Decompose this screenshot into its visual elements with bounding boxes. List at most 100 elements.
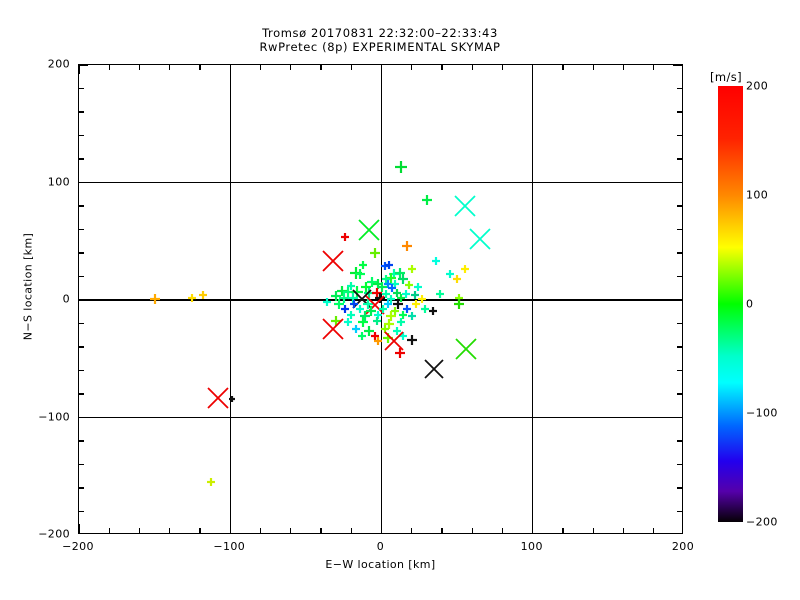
x-major-tick bbox=[532, 524, 534, 533]
data-point-plus bbox=[322, 297, 332, 307]
y-minor-tick bbox=[79, 87, 84, 90]
data-point-cross bbox=[424, 359, 445, 379]
data-point-plus bbox=[410, 290, 420, 300]
data-point-plus bbox=[228, 395, 236, 403]
y-minor-tick-right bbox=[677, 252, 682, 254]
data-point-plus bbox=[363, 325, 375, 337]
data-point-plus bbox=[346, 281, 356, 291]
data-point-cross bbox=[322, 318, 344, 341]
y-major-tick-right bbox=[673, 65, 682, 66]
y-minor-tick-right bbox=[677, 510, 682, 513]
y-minor-tick bbox=[79, 252, 84, 254]
data-point-cross bbox=[358, 218, 381, 241]
x-minor-tick-top bbox=[592, 65, 594, 70]
x-minor-tick bbox=[290, 528, 292, 533]
data-point-plus bbox=[396, 317, 406, 327]
data-point-cross bbox=[455, 338, 477, 360]
data-point-plus bbox=[347, 292, 359, 304]
y-minor-tick bbox=[79, 440, 84, 442]
data-point-plus bbox=[452, 274, 462, 284]
y-major-tick bbox=[79, 416, 88, 419]
y-major-tick bbox=[79, 299, 88, 301]
y-minor-tick-right bbox=[677, 134, 682, 137]
y-major-tick bbox=[79, 65, 88, 66]
y-minor-tick-right bbox=[677, 440, 682, 442]
data-point-plus bbox=[373, 310, 383, 320]
title-line-2: RwPretec (8p) EXPERIMENTAL SKYMAP bbox=[259, 40, 501, 54]
data-point-plus bbox=[354, 268, 366, 280]
data-point-plus bbox=[383, 318, 395, 330]
data-point-plus bbox=[187, 293, 197, 303]
data-point-plus bbox=[381, 274, 391, 284]
x-major-tick-top bbox=[229, 65, 231, 74]
colorbar-tick-label: 100 bbox=[746, 188, 769, 202]
x-minor-tick-top bbox=[169, 65, 171, 70]
x-major-tick bbox=[79, 524, 80, 533]
y-major-tick-right bbox=[673, 299, 682, 301]
y-minor-tick-right bbox=[677, 346, 682, 348]
data-point-plus bbox=[394, 267, 406, 279]
y-minor-tick bbox=[79, 346, 84, 348]
y-minor-tick bbox=[79, 463, 84, 466]
x-minor-tick bbox=[259, 528, 262, 533]
y-tick-label: 100 bbox=[47, 175, 70, 188]
data-point-plus bbox=[357, 316, 369, 328]
data-point-plus bbox=[350, 285, 364, 299]
x-major-tick-top bbox=[380, 65, 383, 74]
y-minor-tick bbox=[79, 510, 84, 513]
data-point-plus bbox=[383, 279, 393, 289]
data-point-cross bbox=[383, 331, 404, 351]
data-point-plus bbox=[398, 310, 408, 320]
y-minor-tick-right bbox=[677, 393, 682, 395]
x-minor-tick-top bbox=[138, 65, 141, 70]
y-major-tick-right bbox=[673, 181, 682, 184]
colorbar-tick-label: 0 bbox=[746, 297, 754, 311]
data-point-plus bbox=[333, 298, 345, 310]
x-tick-label: 100 bbox=[520, 540, 543, 553]
y-minor-tick-right bbox=[677, 87, 682, 90]
y-minor-tick bbox=[79, 322, 84, 325]
data-point-plus bbox=[336, 285, 348, 297]
data-point-plus bbox=[380, 261, 390, 271]
data-point-plus bbox=[365, 305, 377, 317]
data-point-plus bbox=[396, 293, 406, 303]
data-point-plus bbox=[435, 289, 445, 299]
y-tick-label: 200 bbox=[47, 57, 70, 71]
y-minor-tick bbox=[79, 275, 84, 278]
x-minor-tick bbox=[320, 528, 322, 533]
x-minor-tick bbox=[471, 528, 473, 533]
data-point-plus bbox=[378, 304, 388, 314]
y-minor-tick bbox=[79, 228, 84, 231]
data-point-plus bbox=[373, 336, 383, 346]
data-point-plus bbox=[428, 306, 438, 316]
colorbar-tick-label: −200 bbox=[746, 515, 778, 529]
data-point-plus bbox=[387, 283, 397, 293]
x-minor-tick bbox=[138, 528, 141, 533]
data-point-plus bbox=[380, 324, 390, 334]
x-minor-tick bbox=[350, 528, 352, 533]
x-minor-tick-top bbox=[259, 65, 262, 70]
y-tick-label: −100 bbox=[38, 410, 70, 423]
colorbar-gradient bbox=[718, 86, 743, 522]
data-point-plus bbox=[357, 331, 367, 341]
x-minor-tick bbox=[653, 528, 655, 533]
x-minor-tick-top bbox=[501, 65, 504, 70]
y-minor-tick-right bbox=[677, 369, 682, 372]
y-minor-tick bbox=[79, 134, 84, 137]
data-point-plus bbox=[330, 315, 342, 327]
x-minor-tick-top bbox=[562, 65, 564, 70]
data-point-plus bbox=[453, 298, 465, 310]
y-minor-tick-right bbox=[677, 487, 682, 489]
x-minor-tick-top bbox=[320, 65, 322, 70]
data-point-plus bbox=[397, 273, 409, 285]
y-minor-tick-right bbox=[677, 275, 682, 278]
data-point-plus bbox=[390, 279, 400, 289]
x-minor-tick bbox=[108, 528, 110, 533]
data-point-plus bbox=[346, 310, 356, 320]
data-point-plus bbox=[411, 299, 421, 309]
data-point-plus bbox=[330, 290, 342, 302]
x-minor-tick bbox=[622, 528, 625, 533]
x-minor-tick bbox=[441, 528, 443, 533]
x-minor-tick-top bbox=[411, 65, 413, 70]
data-point-plus bbox=[398, 331, 408, 341]
